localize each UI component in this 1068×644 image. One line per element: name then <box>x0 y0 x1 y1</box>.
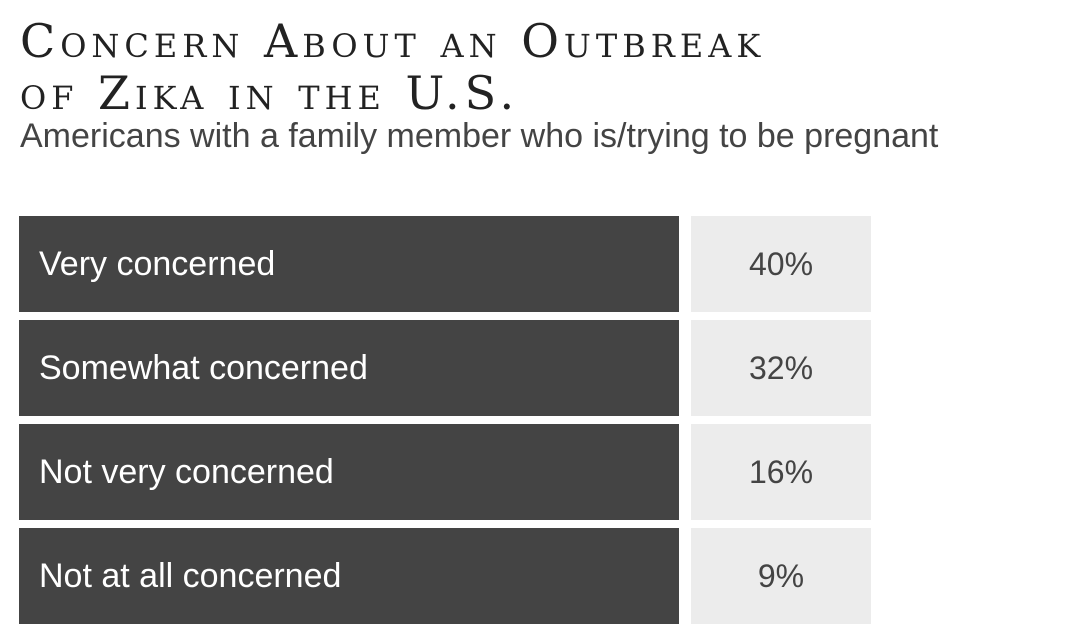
value-label: 9% <box>691 528 871 624</box>
category-label: Not at all concerned <box>19 528 679 624</box>
table-row: Not very concerned 16% <box>19 424 871 520</box>
value-label: 40% <box>691 216 871 312</box>
value-label: 16% <box>691 424 871 520</box>
table-row: Very concerned 40% <box>19 216 871 312</box>
category-label: Somewhat concerned <box>19 320 679 416</box>
category-label: Very concerned <box>19 216 679 312</box>
concern-table: Very concerned 40% Somewhat concerned 32% No… <box>19 216 871 624</box>
table-row: Not at all concerned 9% <box>19 528 871 624</box>
chart-title-line-1: Concern About an Outbreak <box>20 14 766 68</box>
value-label: 32% <box>691 320 871 416</box>
category-label: Not very concerned <box>19 424 679 520</box>
chart-subtitle: Americans with a family member who is/tr… <box>20 117 939 155</box>
chart-title-line-2: of Zika in the U.S. <box>20 66 520 120</box>
table-row: Somewhat concerned 32% <box>19 320 871 416</box>
